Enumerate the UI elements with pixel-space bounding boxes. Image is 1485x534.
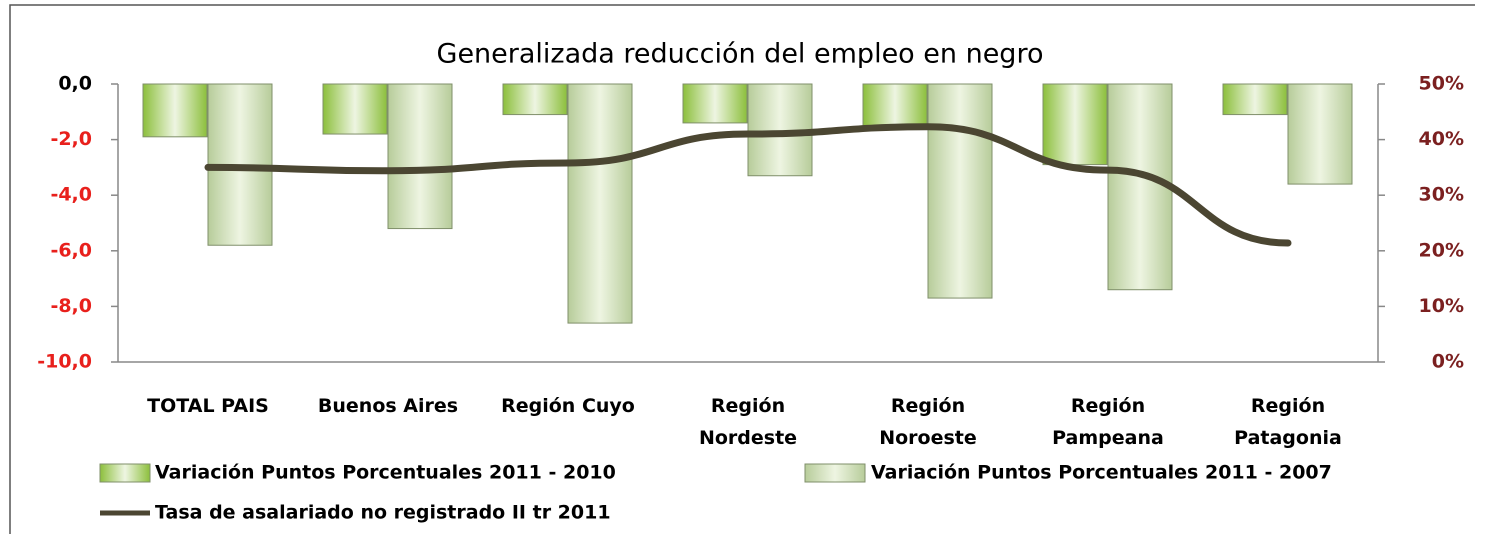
y-tick-label: -8,0 bbox=[50, 295, 92, 317]
y2-tick-label: 20% bbox=[1419, 239, 1464, 261]
y-tick-label: -4,0 bbox=[50, 184, 92, 206]
bar bbox=[682, 83, 748, 124]
legend-swatch bbox=[99, 463, 151, 483]
x-tick-label: Región Cuyo bbox=[501, 395, 635, 417]
bar bbox=[322, 83, 388, 135]
y2-tick-label: 30% bbox=[1419, 184, 1464, 206]
bar bbox=[1107, 83, 1173, 291]
y-tick-label: -10,0 bbox=[37, 351, 92, 373]
legend-label: Variación Puntos Porcentuales 2011 - 201… bbox=[155, 462, 616, 484]
y-tick-label: 0,0 bbox=[58, 73, 92, 95]
line bbox=[204, 123, 1292, 247]
bar bbox=[862, 83, 928, 127]
x-tick-label: Región Pampeana bbox=[1052, 395, 1164, 449]
y-tick-label: -6,0 bbox=[50, 239, 92, 261]
x-tick-label: Región Patagonia bbox=[1234, 395, 1342, 449]
y-tick-label: -2,0 bbox=[50, 128, 92, 150]
y2-tick-label: 50% bbox=[1419, 73, 1464, 95]
legend-label: Tasa de asalariado no registrado II tr 2… bbox=[155, 502, 611, 524]
y2-tick-label: 10% bbox=[1419, 295, 1464, 317]
x-tick-label: TOTAL PAIS bbox=[147, 395, 269, 417]
y2-tick-label: 0% bbox=[1432, 351, 1464, 373]
bar bbox=[502, 83, 568, 116]
bar bbox=[1042, 83, 1108, 166]
bar bbox=[1287, 83, 1353, 185]
y2-tick-label: 40% bbox=[1419, 128, 1464, 150]
legend-swatch bbox=[804, 463, 866, 483]
bar bbox=[1222, 83, 1288, 116]
bar bbox=[567, 83, 633, 324]
x-tick-label: Buenos Aires bbox=[318, 395, 458, 417]
bar bbox=[927, 83, 993, 299]
x-tick-label: Región Noroeste bbox=[879, 395, 977, 449]
legend-label: Variación Puntos Porcentuales 2011 - 200… bbox=[871, 462, 1332, 484]
chart-title: Generalizada reducción del empleo en neg… bbox=[437, 39, 1044, 70]
frame bbox=[9, 4, 1475, 534]
bar bbox=[142, 83, 208, 138]
x-tick-label: Región Nordeste bbox=[699, 395, 797, 449]
bar bbox=[387, 83, 453, 230]
